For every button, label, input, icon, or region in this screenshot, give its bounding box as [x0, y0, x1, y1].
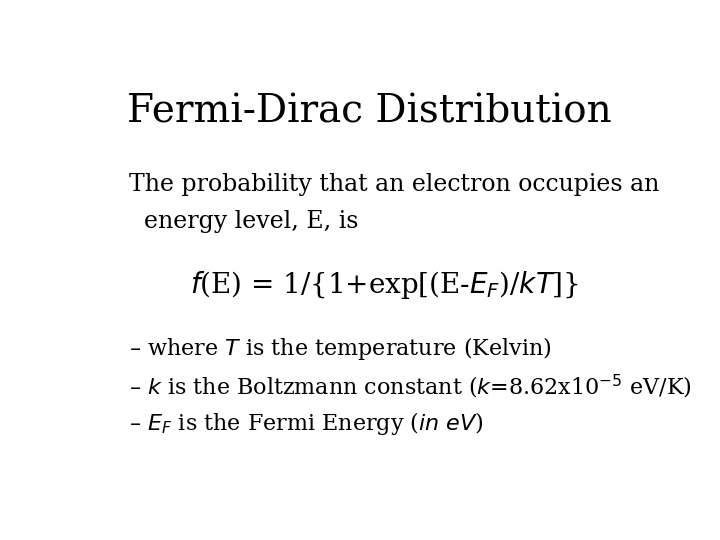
Text: The probability that an electron occupies an: The probability that an electron occupie… — [129, 173, 660, 196]
Text: – where $T$ is the temperature (Kelvin): – where $T$ is the temperature (Kelvin) — [129, 335, 552, 362]
Text: energy level, E, is: energy level, E, is — [129, 210, 359, 233]
Text: – $k$ is the Boltzmann constant ($k$=8.62x10$^{-5}$ eV/K): – $k$ is the Boltzmann constant ($k$=8.6… — [129, 373, 692, 401]
Text: $f$(E) = 1/{1+exp[(E-$E_F$)/$kT$]}: $f$(E) = 1/{1+exp[(E-$E_F$)/$kT$]} — [190, 268, 580, 301]
Text: Fermi-Dirac Distribution: Fermi-Dirac Distribution — [127, 94, 611, 131]
Text: – $E_F$ is the Fermi Energy ($in$ $eV$): – $E_F$ is the Fermi Energy ($in$ $eV$) — [129, 410, 484, 437]
